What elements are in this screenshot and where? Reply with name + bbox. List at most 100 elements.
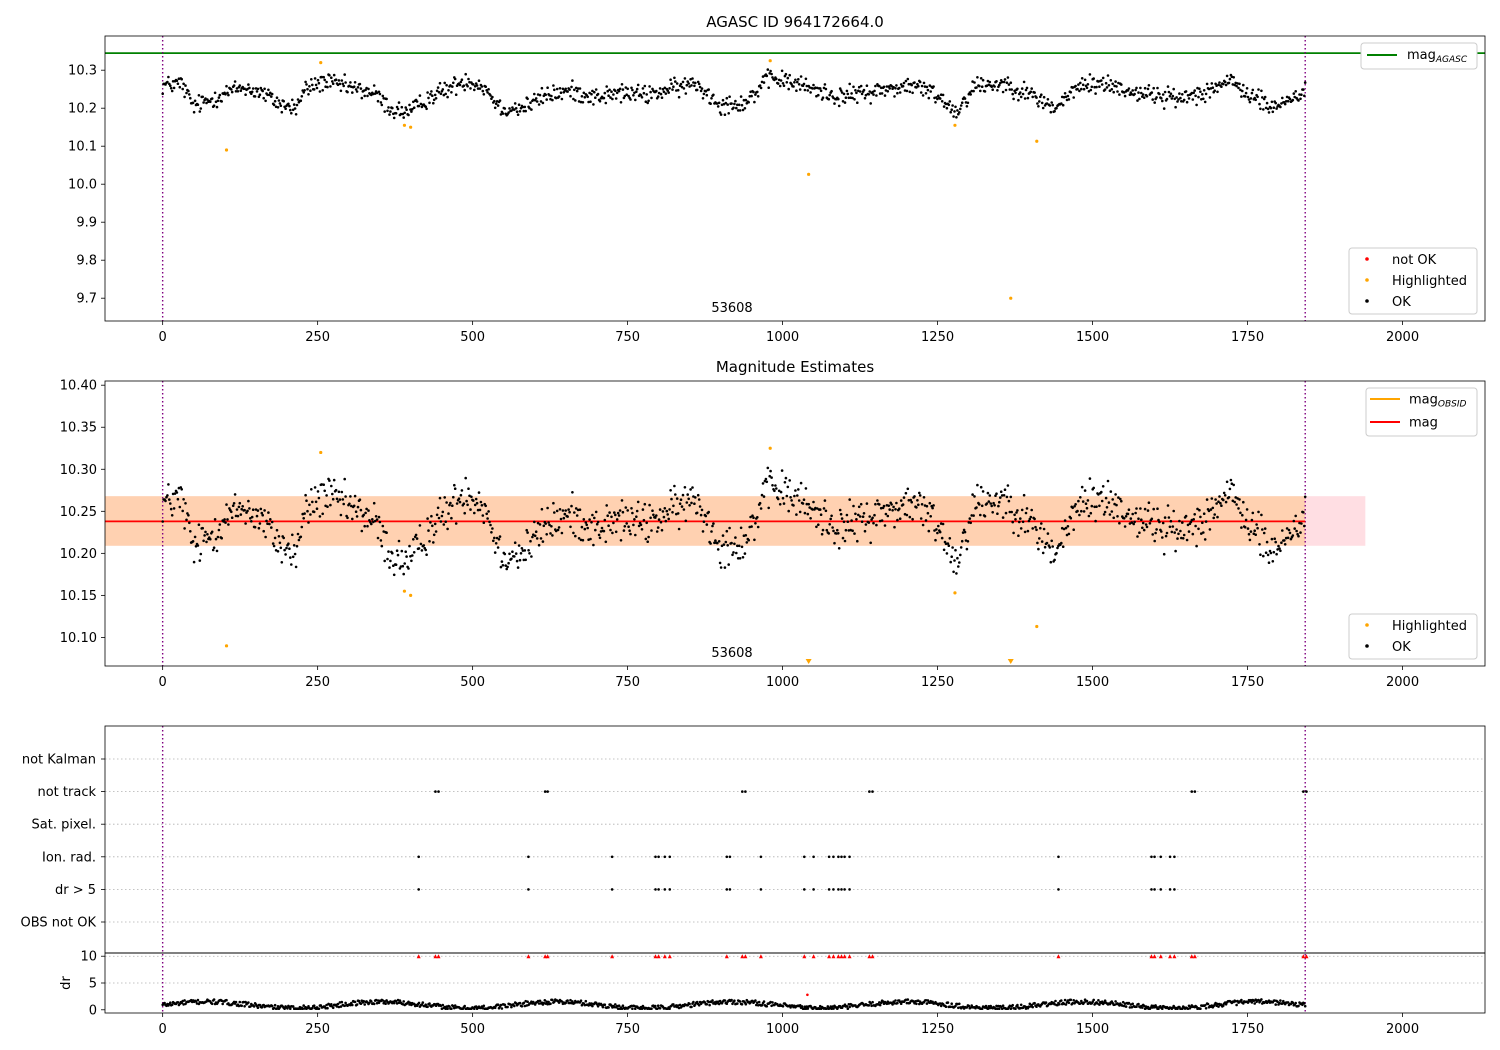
- ok-point: [1025, 507, 1029, 510]
- dr-point: [1102, 1001, 1106, 1004]
- ok-point: [1045, 541, 1049, 545]
- ok-point: [1006, 76, 1010, 79]
- ok-point: [779, 490, 783, 494]
- ok-point: [725, 529, 729, 533]
- dr-point: [817, 1007, 821, 1010]
- ok-point: [498, 99, 502, 102]
- ok-point: [950, 108, 953, 111]
- ok-point: [473, 511, 476, 515]
- ok-point: [205, 101, 208, 105]
- ok-point: [618, 509, 622, 512]
- panel1-ytick-label: 10.0: [68, 178, 97, 193]
- flag-event-point: [1190, 790, 1194, 793]
- dr-point: [730, 998, 733, 1002]
- ok-point: [759, 507, 763, 510]
- ok-point: [1244, 518, 1248, 522]
- ok-point: [506, 565, 509, 569]
- ok-point: [887, 504, 891, 508]
- ok-point: [918, 80, 922, 84]
- panel3-xtick-label: 1000: [766, 1022, 799, 1037]
- ok-point: [232, 84, 236, 87]
- ok-point: [591, 513, 594, 517]
- ok-point: [812, 500, 815, 504]
- ok-point: [1093, 505, 1096, 509]
- ok-point: [570, 85, 573, 89]
- ok-point: [1163, 90, 1167, 94]
- ok-point: [603, 518, 607, 522]
- ok-point: [684, 519, 688, 523]
- ok-point: [1293, 95, 1296, 99]
- dr-ceiling-marker: [1168, 954, 1173, 959]
- ok-point: [1022, 493, 1026, 497]
- ok-point: [463, 88, 467, 92]
- dr-point: [394, 1000, 398, 1003]
- ok-point: [882, 504, 886, 508]
- ok-point: [955, 116, 958, 119]
- ok-point: [760, 493, 764, 497]
- ok-point: [524, 109, 527, 113]
- flag-row-label: Ion. rad.: [42, 850, 96, 865]
- ok-point: [626, 87, 629, 91]
- ok-point: [1232, 76, 1235, 79]
- ok-point: [1103, 510, 1107, 514]
- panel3-xtick-label: 750: [615, 1022, 640, 1037]
- ok-point: [1182, 98, 1186, 102]
- ok-point: [634, 533, 637, 537]
- ok-point: [1265, 540, 1269, 544]
- ok-point: [467, 487, 470, 491]
- ok-point: [748, 95, 751, 98]
- ok-point: [1261, 96, 1264, 99]
- ok-point: [279, 104, 283, 107]
- ok-point: [600, 526, 604, 530]
- ok-point: [515, 559, 519, 563]
- ok-point: [561, 87, 565, 91]
- ok-point: [1279, 105, 1282, 109]
- ok-point: [417, 547, 421, 550]
- flag-event-point: [741, 790, 744, 793]
- ok-point: [1162, 107, 1166, 110]
- ok-point: [691, 486, 694, 489]
- ok-point: [969, 521, 972, 525]
- ok-point: [293, 107, 297, 110]
- dr-point: [596, 1005, 600, 1008]
- ok-point: [1160, 97, 1163, 100]
- ok-point: [946, 542, 950, 545]
- ok-point: [439, 520, 443, 523]
- dr-point: [915, 1002, 918, 1006]
- ok-point: [431, 94, 434, 97]
- ok-point: [617, 89, 621, 93]
- ok-point: [290, 563, 293, 566]
- ok-point: [1142, 528, 1146, 532]
- ok-point: [668, 508, 671, 511]
- ok-point: [940, 536, 944, 540]
- dr-point: [242, 1000, 245, 1004]
- ok-point: [261, 89, 265, 93]
- ok-point: [621, 88, 625, 91]
- ok-point: [420, 549, 424, 552]
- ok-point: [235, 87, 239, 90]
- ok-point: [864, 93, 868, 97]
- ok-point: [1254, 533, 1257, 536]
- ok-point: [928, 84, 932, 87]
- ok-point: [449, 501, 452, 505]
- ok-point: [201, 526, 204, 530]
- ok-point: [1110, 510, 1114, 513]
- ok-point: [694, 496, 697, 499]
- ok-point: [1138, 97, 1141, 101]
- ok-point: [504, 564, 508, 567]
- ok-point: [1016, 509, 1019, 512]
- ok-point: [907, 499, 911, 502]
- ok-point: [402, 572, 406, 576]
- ok-point: [948, 100, 952, 103]
- ok-point: [925, 85, 929, 89]
- ok-point: [1007, 499, 1011, 503]
- ok-point: [899, 499, 903, 502]
- ok-point: [383, 110, 387, 113]
- ok-point: [734, 536, 737, 539]
- dr-ceiling-marker: [653, 954, 658, 959]
- ok-point: [737, 544, 741, 548]
- ok-point: [932, 85, 935, 88]
- ok-point: [540, 86, 544, 90]
- ok-point: [537, 103, 541, 106]
- dr-point: [421, 1001, 425, 1004]
